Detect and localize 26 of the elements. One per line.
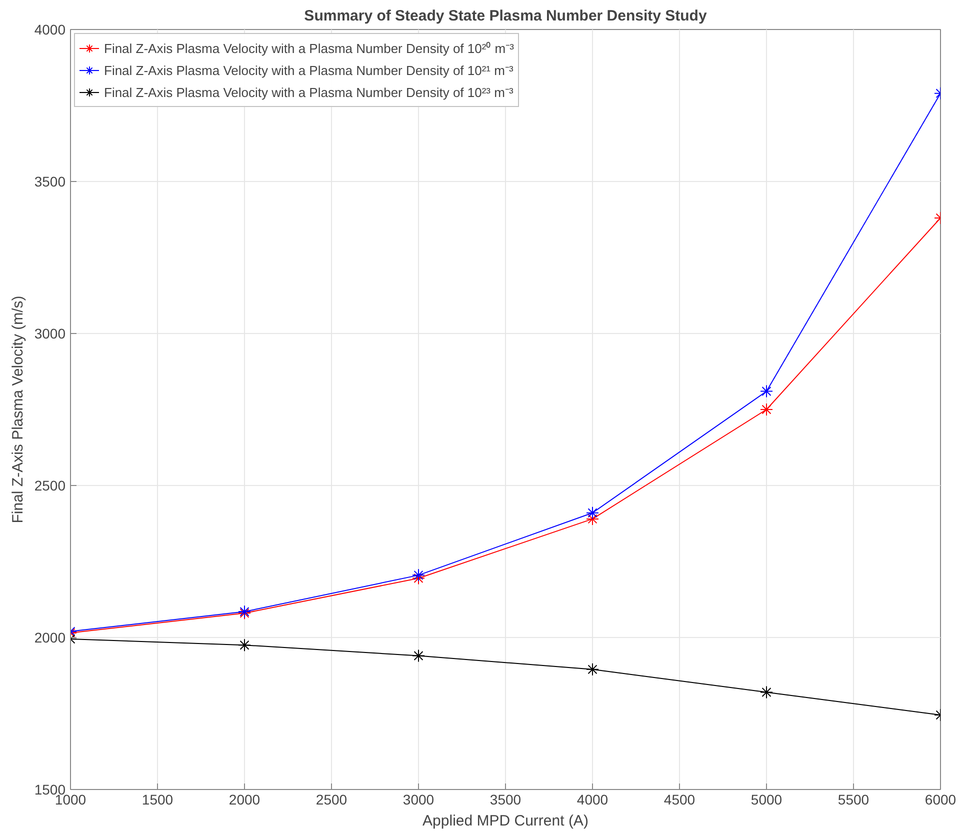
y-axis-title: Final Z-Axis Plasma Velocity (m/s) [9,296,26,524]
x-tick-label: 3000 [402,792,434,808]
x-tick-label: 3500 [490,792,522,808]
x-tick-label: 2500 [316,792,348,808]
x-tick-label: 4000 [576,792,608,808]
chart-title: Summary of Steady State Plasma Number Density Study [304,8,708,24]
y-tick-label: 3500 [34,174,66,190]
x-tick-label: 1500 [142,792,174,808]
point [586,506,599,520]
x-tick-label: 4500 [664,792,696,808]
legend-label: Final Z-Axis Plasma Velocity with a Plasma Number Density of 10²⁰ m⁻³ [104,40,514,57]
point [412,568,425,582]
x-tick-label: 5500 [838,792,870,808]
x-axis-title: Applied MPD Current (A) [422,812,588,830]
point [412,649,425,662]
x-tick-label: 5000 [750,792,782,808]
y-tick-label: 2500 [34,478,66,494]
x-tick-label: 2000 [228,792,260,808]
y-tick-label: 2000 [34,630,66,646]
point [586,662,599,676]
legend-label: Final Z-Axis Plasma Velocity with a Plasma Number Density of 10²³ m⁻³ [104,84,514,101]
y-tick-label: 3000 [34,326,66,342]
x-tick-label: 6000 [924,792,956,808]
point [586,512,599,526]
y-tick-label: 4000 [34,22,66,38]
legend-label: Final Z-Axis Plasma Velocity with a Plasma Number Density of 10²¹ m⁻³ [104,62,514,79]
